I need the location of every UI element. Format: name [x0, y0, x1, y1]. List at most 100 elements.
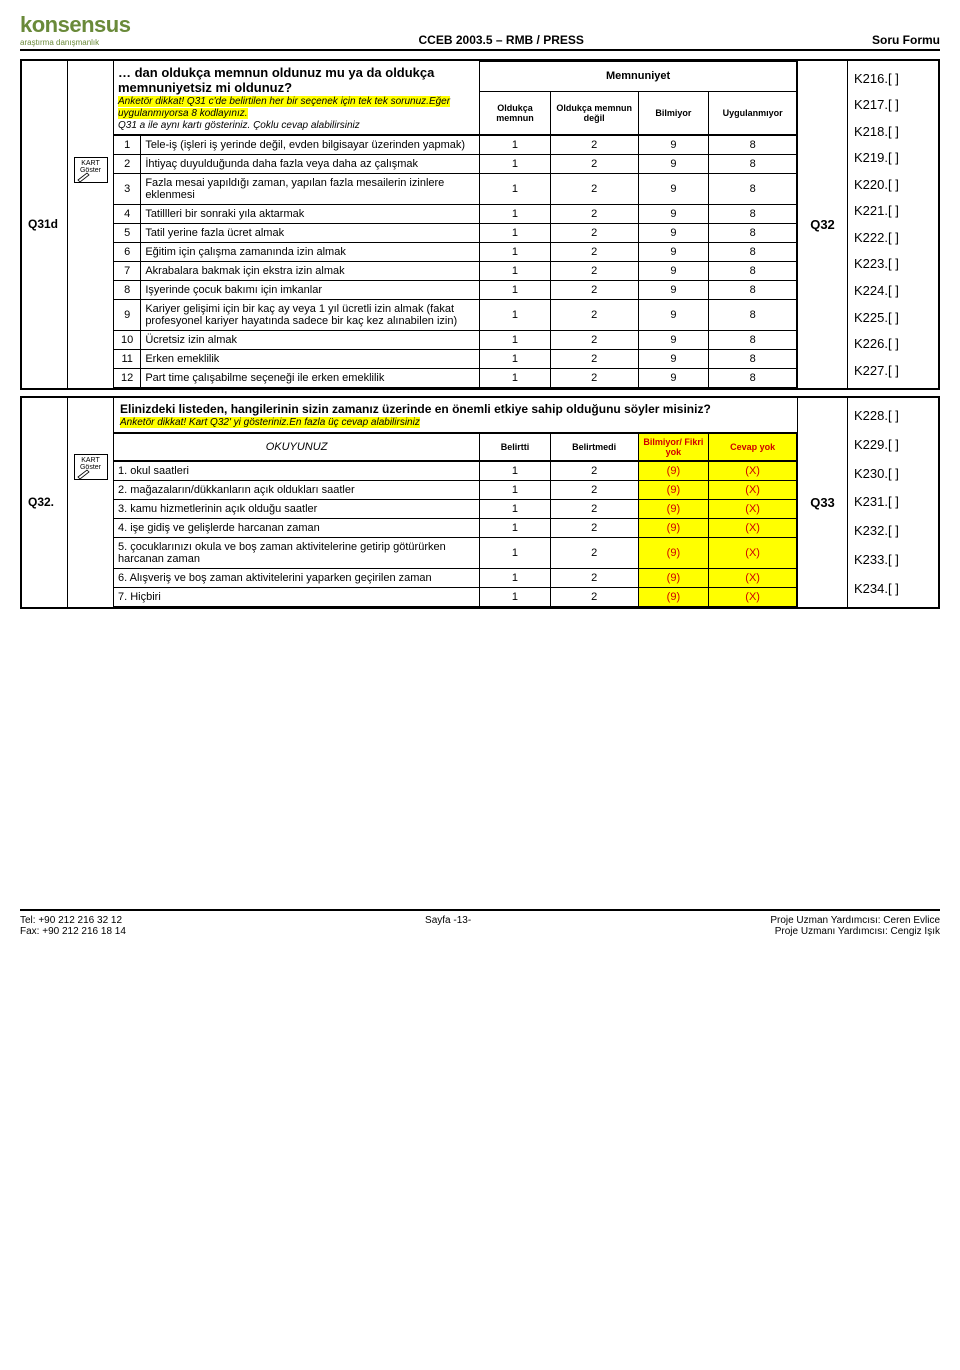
row-v3: 8 — [709, 223, 797, 242]
row-text: 6. Alışveriş ve boş zaman aktivitelerini… — [114, 568, 480, 587]
row-v0: 1 — [480, 587, 551, 606]
row-v3: 8 — [709, 173, 797, 204]
q31d-id: Q31d — [22, 61, 68, 388]
row-v2: 9 — [638, 223, 709, 242]
k-code: K226.[ ] — [854, 336, 932, 351]
row-v2: (9) — [638, 587, 709, 606]
row-v3: (X) — [709, 499, 797, 518]
q31d-rows: 1Tele-iş (işleri iş yerinde değil, evden… — [114, 135, 797, 388]
q32-kcol: K228.[ ]K229.[ ]K230.[ ]K231.[ ]K232.[ ]… — [848, 398, 938, 607]
row-v3: 8 — [709, 349, 797, 368]
q31d-kart-col: KART Göster — [68, 61, 114, 388]
q31d-goto: Q32 — [798, 61, 848, 388]
q32c3: Cevap yok — [709, 433, 797, 460]
row-num: 6 — [114, 242, 141, 261]
row-v3: (X) — [709, 537, 797, 568]
row-text: Tatillleri bir sonraki yıla aktarmak — [141, 204, 480, 223]
row-v0: 1 — [480, 280, 551, 299]
row-v0: 1 — [480, 135, 551, 154]
k-code: K222.[ ] — [854, 230, 932, 245]
table-row: 8Işyerinde çocuk bakımı için imkanlar129… — [114, 280, 797, 299]
table-row: 6Eğitim için çalışma zamanında izin alma… — [114, 242, 797, 261]
q31d-block: Q31d KART Göster … dan oldukça memnun ol… — [20, 59, 940, 390]
row-v2: 9 — [638, 368, 709, 387]
table-row: 5Tatil yerine fazla ücret almak1298 — [114, 223, 797, 242]
q32-goto: Q33 — [798, 398, 848, 607]
row-num: 11 — [114, 349, 141, 368]
kart-badge: KART Göster — [74, 157, 108, 183]
q32-kart-col: KART Göster — [68, 398, 114, 607]
row-v3: 8 — [709, 330, 797, 349]
k-code: K218.[ ] — [854, 124, 932, 139]
row-text: Işyerinde çocuk bakımı için imkanlar — [141, 280, 480, 299]
row-v2: (9) — [638, 480, 709, 499]
row-v2: 9 — [638, 299, 709, 330]
table-row: 4. işe gidiş ve gelişlerde harcanan zama… — [114, 518, 797, 537]
row-v0: 1 — [480, 154, 551, 173]
row-v0: 1 — [480, 299, 551, 330]
table-row: 3. kamu hizmetlerinin açık olduğu saatle… — [114, 499, 797, 518]
row-v3: (X) — [709, 518, 797, 537]
row-text: 5. çocuklarınızı okula ve boş zaman akti… — [114, 537, 480, 568]
row-v0: 1 — [480, 568, 551, 587]
q32-read: OKUYUNUZ — [114, 433, 480, 460]
row-text: Kariyer gelişimi için bir kaç ay veya 1 … — [141, 299, 480, 330]
row-text: Ücretsiz izin almak — [141, 330, 480, 349]
row-num: 8 — [114, 280, 141, 299]
row-v2: (9) — [638, 518, 709, 537]
k-code: K234.[ ] — [854, 581, 932, 596]
q32-head: OKUYUNUZ Belirtti Belirtmedi Bilmiyor/ F… — [114, 433, 797, 461]
row-v0: 1 — [480, 330, 551, 349]
k-code: K219.[ ] — [854, 150, 932, 165]
q32c0: Belirtti — [480, 433, 551, 460]
row-text: 1. okul saatleri — [114, 461, 480, 480]
row-text: Part time çalışabilme seçeneği ile erken… — [141, 368, 480, 387]
k-code: K232.[ ] — [854, 523, 932, 538]
row-v2: 9 — [638, 242, 709, 261]
col-0: Oldukça memnun — [480, 91, 551, 134]
row-v1: 2 — [550, 261, 638, 280]
row-v1: 2 — [550, 499, 638, 518]
q32-main: Elinizdeki listeden, hangilerinin sizin … — [114, 398, 798, 607]
row-v3: (X) — [709, 480, 797, 499]
k-code: K217.[ ] — [854, 97, 932, 112]
row-v1: 2 — [550, 330, 638, 349]
row-v0: 1 — [480, 368, 551, 387]
row-v3: (X) — [709, 568, 797, 587]
row-v2: (9) — [638, 499, 709, 518]
row-v3: (X) — [709, 587, 797, 606]
footer-r2: Proje Uzmanı Yardımcısı: Cengiz Işık — [770, 926, 940, 937]
row-v3: 8 — [709, 368, 797, 387]
row-v2: 9 — [638, 280, 709, 299]
k-code: K221.[ ] — [854, 203, 932, 218]
row-text: 3. kamu hizmetlerinin açık olduğu saatle… — [114, 499, 480, 518]
table-row: 12Part time çalışabilme seçeneği ile erk… — [114, 368, 797, 387]
row-text: Erken emeklilik — [141, 349, 480, 368]
table-row: 1. okul saatleri12(9)(X) — [114, 461, 797, 480]
sat-header: Memnuniyet — [480, 62, 797, 92]
row-v1: 2 — [550, 223, 638, 242]
q32-id: Q32. — [22, 398, 68, 607]
row-v2: (9) — [638, 568, 709, 587]
row-v2: 9 — [638, 173, 709, 204]
table-row: 3Fazla mesai yapıldığı zaman, yapılan fa… — [114, 173, 797, 204]
table-row: 1Tele-iş (işleri iş yerinde değil, evden… — [114, 135, 797, 154]
k-code: K231.[ ] — [854, 494, 932, 509]
row-v3: 8 — [709, 299, 797, 330]
row-v2: (9) — [638, 537, 709, 568]
q32-rows: 1. okul saatleri12(9)(X)2. mağazaların/d… — [114, 461, 797, 607]
row-v1: 2 — [550, 537, 638, 568]
footer-fax: Fax: +90 212 216 18 14 — [20, 926, 126, 937]
q32-title: Elinizdeki listeden, hangilerinin sizin … — [120, 402, 791, 416]
pencil-icon — [77, 172, 91, 182]
table-row: 2 İhtiyaç duyulduğunda daha fazla veya da… — [114, 154, 797, 173]
col-1: Oldukça memnun değil — [550, 91, 638, 134]
row-text: İhtiyaç duyulduğunda daha fazla veya dah… — [141, 154, 480, 173]
row-num: 12 — [114, 368, 141, 387]
q31d-title: … dan oldukça memnun oldunuz mu ya da ol… — [118, 65, 475, 95]
row-text: Tatil yerine fazla ücret almak — [141, 223, 480, 242]
row-v0: 1 — [480, 223, 551, 242]
row-v1: 2 — [550, 242, 638, 261]
row-v1: 2 — [550, 154, 638, 173]
page-footer: Tel: +90 212 216 32 12 Fax: +90 212 216 … — [20, 909, 940, 937]
